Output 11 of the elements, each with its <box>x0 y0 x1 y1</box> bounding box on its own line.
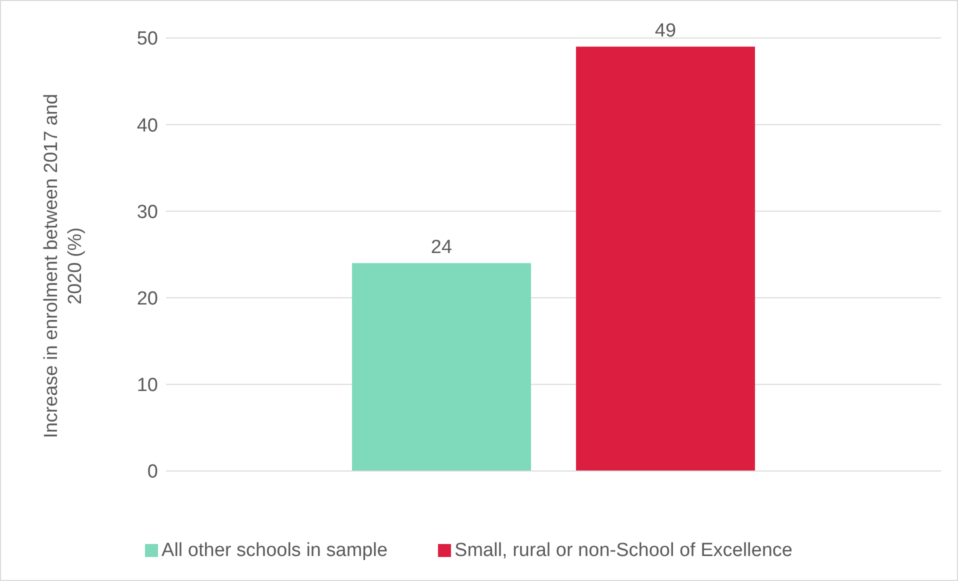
y-tick-label: 50 <box>136 28 158 50</box>
y-tick-label: 0 <box>147 462 158 483</box>
legend-label: Small, rural or non-School of Excellence <box>454 540 792 561</box>
y-tick-label: 20 <box>136 288 158 310</box>
legend-label: All other schools in sample <box>162 540 388 561</box>
y-tick-label: 10 <box>136 375 158 396</box>
y-tick-label: 40 <box>136 115 158 136</box>
data-label: 49 <box>654 20 676 42</box>
y-tick-label: 30 <box>136 202 158 223</box>
data-label: 24 <box>430 237 452 258</box>
y-axis-title: Increase in enrolment between 2017 and 2020 (%) <box>41 94 86 438</box>
